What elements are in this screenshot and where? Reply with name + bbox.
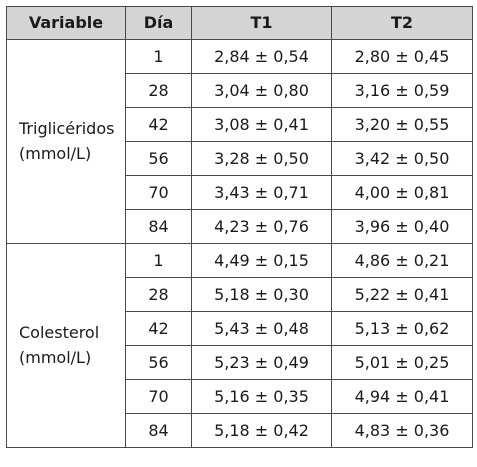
day-cell: 42 bbox=[125, 107, 192, 142]
t2-cell: 3,16 ± 0,59 bbox=[331, 73, 473, 108]
t1-cell: 4,49 ± 0,15 bbox=[191, 243, 332, 278]
variable-unit: (mmol/L) bbox=[19, 347, 92, 367]
day-cell: 56 bbox=[125, 141, 192, 176]
header-variable: Variable bbox=[6, 6, 126, 40]
day-cell: 70 bbox=[125, 379, 192, 414]
table-row: Triglicéridos (mmol/L) 1 2,84 ± 0,54 2,8… bbox=[6, 39, 473, 244]
table-row: 28 3,04 ± 0,80 3,16 ± 0,59 bbox=[7, 73, 473, 108]
day-cell: 84 bbox=[125, 413, 192, 448]
variable-name: Colesterol bbox=[19, 322, 100, 342]
t1-cell: 5,16 ± 0,35 bbox=[191, 379, 332, 414]
t2-cell: 3,42 ± 0,50 bbox=[331, 141, 473, 176]
t1-cell: 3,04 ± 0,80 bbox=[191, 73, 332, 108]
table-row: 42 5,43 ± 0,48 5,13 ± 0,62 bbox=[7, 311, 473, 346]
t2-cell: 5,01 ± 0,25 bbox=[331, 345, 473, 380]
day-cell: 56 bbox=[125, 345, 192, 380]
t2-cell: 3,96 ± 0,40 bbox=[331, 209, 473, 244]
day-cell: 84 bbox=[125, 209, 192, 244]
header-t1: T1 bbox=[191, 6, 332, 40]
table-row: 84 4,23 ± 0,76 3,96 ± 0,40 bbox=[7, 209, 473, 244]
table-row: 70 5,16 ± 0,35 4,94 ± 0,41 bbox=[7, 379, 473, 414]
variable-cell: Colesterol (mmol/L) bbox=[6, 243, 126, 448]
t2-cell: 5,13 ± 0,62 bbox=[331, 311, 473, 346]
t2-cell: 3,20 ± 0,55 bbox=[331, 107, 473, 142]
t1-cell: 2,84 ± 0,54 bbox=[191, 39, 332, 74]
t2-cell: 4,94 ± 0,41 bbox=[331, 379, 473, 414]
t2-cell: 5,22 ± 0,41 bbox=[331, 277, 473, 312]
variable-unit: (mmol/L) bbox=[19, 143, 92, 163]
table-row: 42 3,08 ± 0,41 3,20 ± 0,55 bbox=[7, 107, 473, 142]
t1-cell: 4,23 ± 0,76 bbox=[191, 209, 332, 244]
day-cell: 70 bbox=[125, 175, 192, 210]
table-row: 70 3,43 ± 0,71 4,00 ± 0,81 bbox=[7, 175, 473, 210]
day-cell: 1 bbox=[125, 39, 192, 74]
t1-cell: 5,23 ± 0,49 bbox=[191, 345, 332, 380]
variable-name: Triglicéridos bbox=[19, 118, 115, 138]
t2-cell: 4,83 ± 0,36 bbox=[331, 413, 473, 448]
header-row: Variable Día T1 T2 bbox=[6, 6, 473, 40]
day-cell: 42 bbox=[125, 311, 192, 346]
table-row: 56 3,28 ± 0,50 3,42 ± 0,50 bbox=[7, 141, 473, 176]
header-t2: T2 bbox=[331, 6, 473, 40]
header-dia: Día bbox=[125, 6, 192, 40]
t1-cell: 3,43 ± 0,71 bbox=[191, 175, 332, 210]
t2-cell: 2,80 ± 0,45 bbox=[331, 39, 473, 74]
table-row: Colesterol (mmol/L) 1 4,49 ± 0,15 4,86 ±… bbox=[6, 243, 473, 448]
variable-cell: Triglicéridos (mmol/L) bbox=[6, 39, 126, 244]
table-row: 84 5,18 ± 0,42 4,83 ± 0,36 bbox=[7, 413, 473, 448]
t1-cell: 5,43 ± 0,48 bbox=[191, 311, 332, 346]
t1-cell: 5,18 ± 0,30 bbox=[191, 277, 332, 312]
day-cell: 1 bbox=[125, 243, 192, 278]
t1-cell: 3,08 ± 0,41 bbox=[191, 107, 332, 142]
day-cell: 28 bbox=[125, 73, 192, 108]
table-row: 56 5,23 ± 0,49 5,01 ± 0,25 bbox=[7, 345, 473, 380]
t1-cell: 5,18 ± 0,42 bbox=[191, 413, 332, 448]
data-table: Variable Día T1 T2 Triglicéridos (mmol/L… bbox=[6, 6, 473, 448]
t2-cell: 4,00 ± 0,81 bbox=[331, 175, 473, 210]
t2-cell: 4,86 ± 0,21 bbox=[331, 243, 473, 278]
day-cell: 28 bbox=[125, 277, 192, 312]
t1-cell: 3,28 ± 0,50 bbox=[191, 141, 332, 176]
table-row: 28 5,18 ± 0,30 5,22 ± 0,41 bbox=[7, 277, 473, 312]
